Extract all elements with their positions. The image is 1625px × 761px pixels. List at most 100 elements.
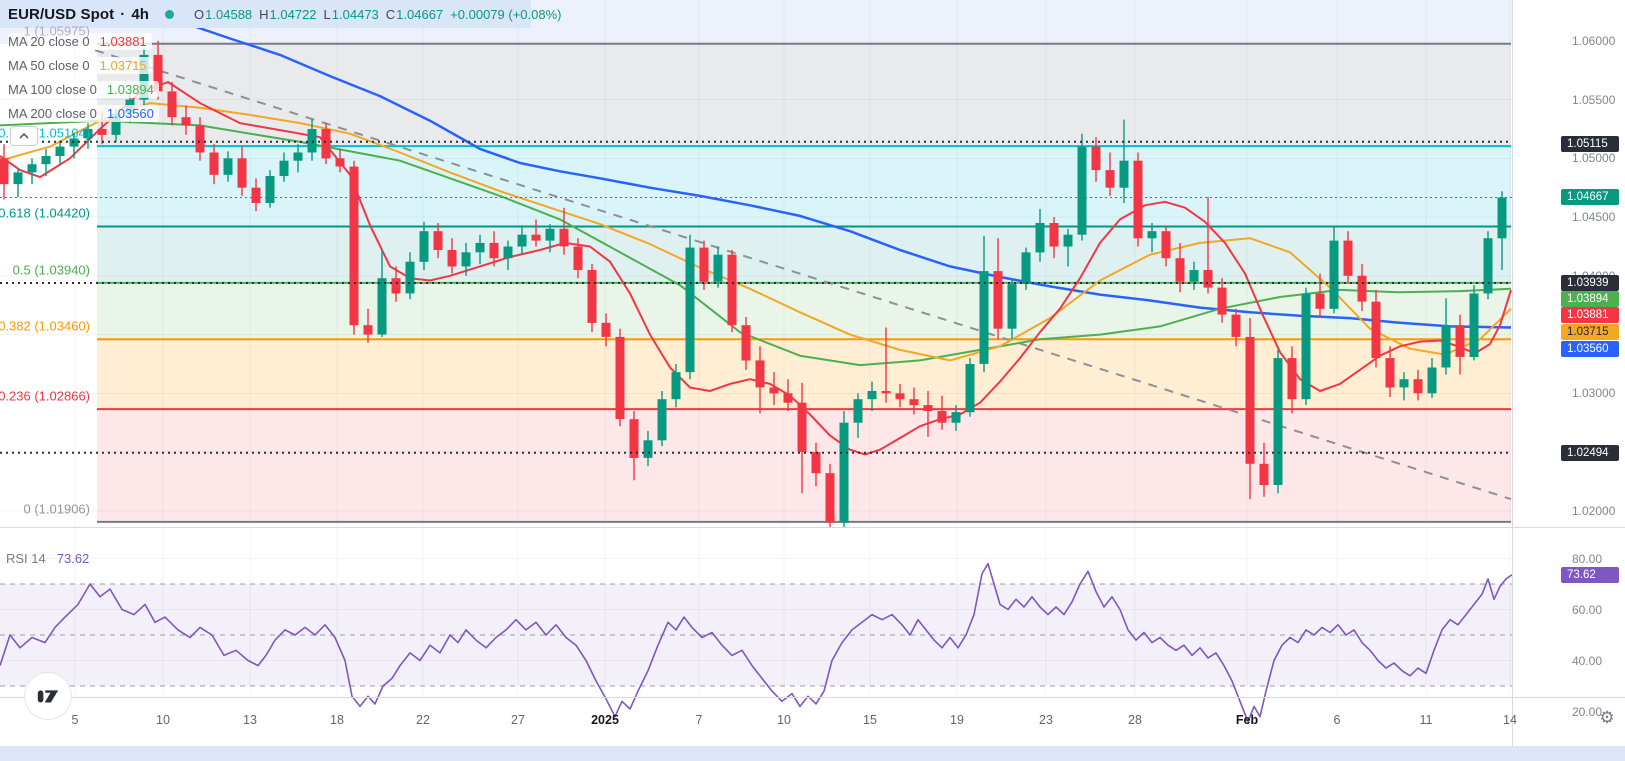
rsi-axis-label: 40.00 — [1572, 653, 1603, 668]
fib-label[interactable]: 0.236 (1.02866) — [0, 388, 90, 404]
interval-label[interactable]: 4h — [131, 6, 150, 23]
fib-band — [97, 146, 1511, 227]
candle-body — [489, 242, 499, 259]
candle-body — [909, 399, 919, 406]
candle-body — [1133, 160, 1143, 239]
candle-body — [895, 393, 905, 400]
ma100-value: 1.03894 — [106, 82, 154, 97]
candle-body — [1259, 463, 1269, 485]
candle-body — [1203, 270, 1213, 288]
candle-body — [1399, 379, 1409, 388]
ma-line-ma200[interactable] — [184, 22, 1512, 329]
legend-highlight-chip — [0, 0, 531, 28]
fib-label[interactable]: 0.618 (1.04420) — [0, 205, 90, 221]
candle-body — [867, 391, 877, 400]
symbol-title[interactable]: EUR/USD Spot — [8, 6, 115, 23]
price-axis-label: 1.06000 — [1572, 33, 1616, 48]
time-axis-label: 11 — [1419, 713, 1433, 727]
candle-body — [1007, 284, 1017, 329]
candle-body — [615, 336, 625, 420]
candle-body — [265, 176, 275, 203]
candle-body — [713, 254, 723, 282]
candle-body — [321, 129, 331, 159]
fib-label[interactable]: 0 (1.01906) — [23, 501, 91, 517]
candle-body — [363, 325, 373, 335]
candle-body — [993, 271, 1003, 329]
fib-label[interactable]: 0.382 (1.03460) — [0, 318, 90, 334]
ohlc-values: O1.04588 H1.04722 L1.04473 C1.04667 +0.0… — [194, 7, 562, 22]
price-axis-label: 1.05500 — [1572, 92, 1616, 107]
candle-body — [601, 322, 611, 337]
candle-body — [1063, 234, 1073, 247]
candle-body — [573, 246, 583, 270]
candle-body — [979, 271, 989, 364]
candle-body — [349, 166, 359, 326]
ma-line-ma50[interactable] — [0, 102, 1512, 362]
candle-body — [1175, 258, 1185, 282]
symbol-legend-row[interactable]: EUR/USD Spot · 4h O1.04588 H1.04722 L1.0… — [8, 3, 561, 26]
fib-label[interactable]: 0.5 (1.03940) — [12, 262, 90, 278]
time-axis-label: 27 — [511, 713, 525, 727]
candle-body — [1217, 287, 1227, 315]
indicator-row-ma20[interactable]: MA 20 close 0 1.03881 — [8, 33, 152, 50]
chevron-up-icon — [19, 133, 29, 139]
candle-body — [41, 156, 51, 165]
time-axis-label: 5 — [71, 713, 79, 727]
fib-band — [97, 226, 1511, 283]
candle-body — [167, 91, 177, 118]
time-axis-label: 14 — [1503, 713, 1517, 727]
tradingview-logo[interactable] — [24, 672, 72, 720]
candle-body — [433, 231, 443, 250]
candle-body — [335, 158, 345, 167]
candle-body — [195, 125, 205, 153]
legend-collapse-button[interactable] — [10, 126, 38, 146]
candle-body — [587, 270, 597, 323]
candle-body — [405, 261, 415, 294]
candle-body — [391, 278, 401, 294]
candle-body — [643, 440, 653, 458]
candle-body — [475, 242, 485, 253]
ma-line-ma100[interactable] — [0, 119, 1512, 367]
fib-label[interactable]: 1 (1.05975) — [23, 23, 91, 39]
price-badge: 1.03715 — [1561, 324, 1619, 340]
time-axis-label: 6 — [1333, 713, 1341, 727]
candle-body — [223, 158, 233, 175]
price-axis-label: 1.05000 — [1572, 151, 1616, 166]
candle-body — [377, 278, 387, 335]
indicator-row-ma50[interactable]: MA 50 close 0 1.03715 — [8, 57, 152, 74]
price-badge: 1.04667 — [1561, 189, 1619, 205]
candle-body — [1413, 379, 1423, 394]
indicator-row-ma100[interactable]: MA 100 close 0 1.03894 — [8, 81, 159, 98]
candle-body — [503, 246, 513, 259]
candle-body — [447, 250, 457, 267]
price-badge: 1.05115 — [1561, 136, 1619, 152]
candle-body — [1119, 160, 1129, 188]
candle-body — [1385, 358, 1395, 388]
candle-body — [307, 129, 317, 153]
candle-body — [755, 360, 765, 388]
candle-body — [671, 372, 681, 400]
candle-body — [769, 387, 779, 394]
rsi-legend-row[interactable]: RSI 14 73.62 — [6, 551, 90, 566]
rsi-line — [0, 562, 1512, 723]
time-axis-label: 15 — [863, 713, 877, 727]
indicator-row-ma200[interactable]: MA 200 close 0 1.03560 — [8, 105, 159, 122]
candle-body — [1329, 240, 1339, 309]
market-status-dot-icon — [165, 10, 175, 19]
time-axis-label: 13 — [243, 713, 257, 727]
high-value: 1.04722 — [269, 7, 317, 22]
candle-body — [1091, 146, 1101, 171]
gear-icon[interactable]: ⚙ — [1594, 705, 1620, 731]
candle-body — [965, 364, 975, 413]
rsi-axis-label: 20.00 — [1572, 704, 1603, 719]
candle-body — [1273, 358, 1283, 485]
candle-body — [783, 393, 793, 403]
candle-body — [1483, 238, 1493, 294]
price-badge: 1.03894 — [1561, 291, 1619, 307]
candle-body — [1049, 223, 1059, 247]
price-axis-label: 1.03000 — [1572, 386, 1616, 401]
candle-body — [1189, 270, 1199, 282]
candle-body — [1077, 146, 1087, 235]
